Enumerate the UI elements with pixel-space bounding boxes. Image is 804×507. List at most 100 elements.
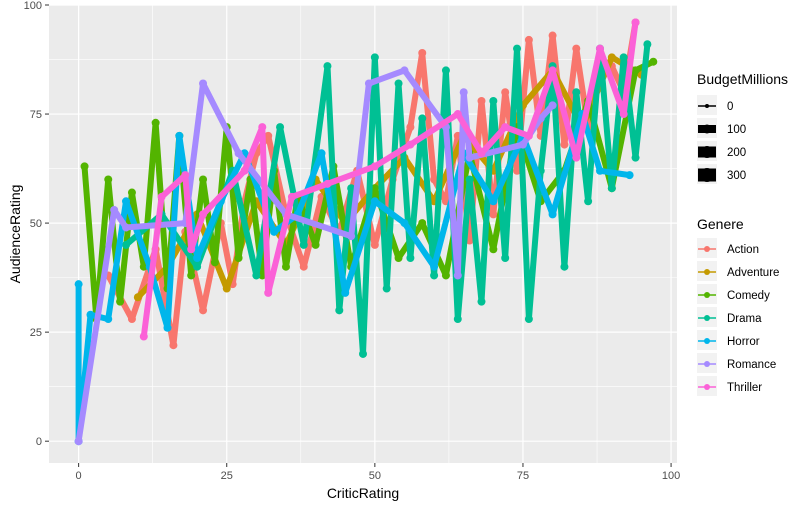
data-point (199, 79, 208, 88)
data-point (441, 66, 450, 75)
data-point (270, 227, 279, 236)
color-legend-label: Adventure (727, 267, 779, 279)
data-point (364, 79, 373, 88)
data-point (430, 175, 439, 184)
data-point (400, 219, 409, 228)
data-point (258, 123, 267, 132)
data-point (110, 206, 119, 215)
size-legend-dot (701, 146, 713, 158)
data-point (595, 166, 604, 175)
color-legend-dot (704, 292, 710, 298)
data-point (341, 288, 350, 297)
data-point (80, 162, 89, 171)
data-point (122, 240, 131, 249)
size-legend-dot (702, 124, 712, 134)
data-point (264, 131, 273, 140)
data-point (548, 66, 557, 75)
data-point (359, 349, 367, 358)
data-point (311, 240, 320, 249)
y-tick-label: 25 (30, 327, 42, 339)
data-point (418, 114, 427, 123)
y-axis: 0 25 50 75 100 (24, 0, 49, 448)
color-legend-dot (704, 315, 710, 321)
color-legend: Genere Action Adventure Comedy Drama Horror R… (697, 216, 779, 396)
data-point (418, 219, 427, 228)
y-tick-label: 50 (30, 218, 42, 230)
data-point (74, 280, 83, 289)
x-axis-title: CriticRating (327, 485, 399, 501)
data-point (400, 66, 409, 75)
data-point (649, 57, 658, 66)
color-legend-title: Genere (697, 216, 744, 232)
series-thriller (139, 18, 640, 341)
size-legend-dot (705, 104, 709, 108)
data-point (489, 245, 498, 254)
data-point (572, 44, 581, 53)
data-point (548, 31, 557, 40)
data-point (181, 171, 190, 180)
data-point (222, 284, 231, 293)
data-point (560, 140, 569, 149)
data-point (187, 245, 196, 254)
data-point (193, 262, 202, 271)
data-point (234, 149, 243, 158)
data-point (430, 262, 439, 271)
data-point (104, 315, 113, 324)
color-legend-dot (704, 269, 710, 275)
x-tick-label: 100 (662, 470, 680, 482)
data-point (524, 131, 533, 140)
data-point (607, 53, 616, 62)
data-point (175, 131, 184, 140)
data-point (323, 62, 332, 71)
y-tick-label: 100 (24, 0, 42, 12)
x-axis: 0 25 50 75 100 (76, 463, 680, 482)
data-point (86, 310, 95, 319)
data-point (572, 88, 581, 97)
y-axis-title: AudienceRating (7, 185, 23, 284)
x-tick-label: 0 (76, 470, 82, 482)
data-point (477, 297, 486, 306)
color-legend-dot (704, 246, 710, 252)
data-point (258, 271, 267, 280)
data-point (501, 88, 510, 97)
data-point (548, 210, 557, 219)
data-point (501, 123, 510, 132)
y-tick-label: 0 (36, 436, 42, 448)
size-legend-label: 0 (727, 101, 733, 113)
data-point (240, 166, 249, 175)
data-point (151, 118, 160, 127)
data-point (584, 197, 593, 206)
data-point (116, 297, 125, 306)
data-point (394, 79, 403, 88)
data-point (518, 140, 527, 149)
data-point (122, 223, 131, 232)
data-point (382, 284, 391, 293)
data-point (465, 236, 474, 245)
data-point (465, 175, 474, 184)
data-point (631, 66, 640, 75)
data-point (199, 175, 208, 184)
data-point (418, 48, 427, 57)
data-point (370, 240, 379, 249)
color-legend-label: Action (727, 244, 759, 256)
data-point (323, 179, 332, 188)
data-point (299, 262, 308, 271)
data-point (335, 306, 344, 315)
data-point (489, 197, 498, 206)
data-point (370, 184, 379, 193)
data-point (370, 162, 379, 171)
data-point (459, 88, 468, 97)
data-point (133, 293, 142, 302)
color-legend-label: Thriller (727, 382, 762, 394)
size-legend-title: BudgetMillions (697, 71, 788, 87)
data-point (524, 315, 533, 324)
data-point (199, 306, 208, 315)
data-point (560, 262, 569, 271)
data-point (276, 123, 285, 132)
data-point (406, 140, 415, 149)
data-point (619, 110, 628, 119)
data-point (477, 96, 486, 105)
data-point (607, 184, 616, 193)
data-point (157, 192, 166, 201)
